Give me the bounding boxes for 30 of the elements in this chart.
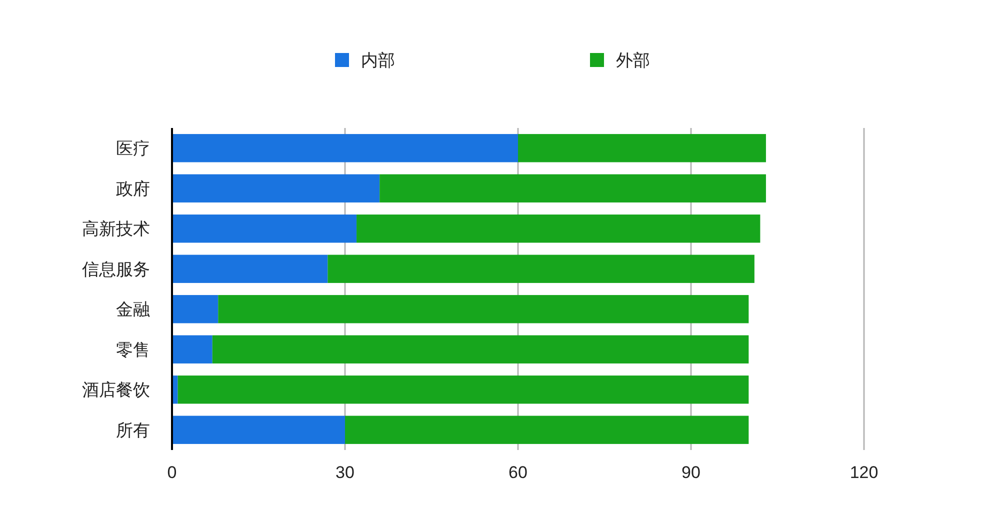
y-tick-label: 信息服务	[82, 260, 150, 279]
legend-label: 外部	[616, 51, 650, 70]
y-tick-label: 酒店餐饮	[82, 380, 150, 400]
bar	[172, 254, 328, 283]
x-tick-label: 30	[336, 463, 354, 482]
bar	[172, 295, 218, 324]
bar	[328, 254, 754, 283]
x-tick-label: 60	[508, 463, 528, 482]
bar	[518, 134, 766, 162]
bar	[172, 416, 345, 444]
x-tick-label: 120	[850, 463, 878, 482]
bar	[218, 295, 749, 324]
y-tick-label: 高新技术	[82, 220, 150, 239]
legend-label: 内部	[361, 51, 395, 70]
bar	[172, 214, 357, 243]
x-tick-label: 90	[682, 463, 700, 482]
bar	[212, 335, 749, 364]
bar	[178, 376, 749, 404]
bar	[172, 174, 380, 202]
y-tick-label: 政府	[116, 179, 150, 198]
y-tick-label: 金融	[116, 300, 150, 320]
bar	[172, 134, 518, 162]
y-tick-label: 所有	[116, 420, 150, 440]
x-tick-label: 0	[167, 463, 177, 482]
y-tick-label: 医疗	[116, 139, 150, 158]
bar	[356, 214, 760, 243]
bar	[345, 416, 749, 444]
bar	[172, 335, 212, 364]
bar	[380, 174, 766, 202]
y-tick-label: 零售	[116, 340, 150, 360]
